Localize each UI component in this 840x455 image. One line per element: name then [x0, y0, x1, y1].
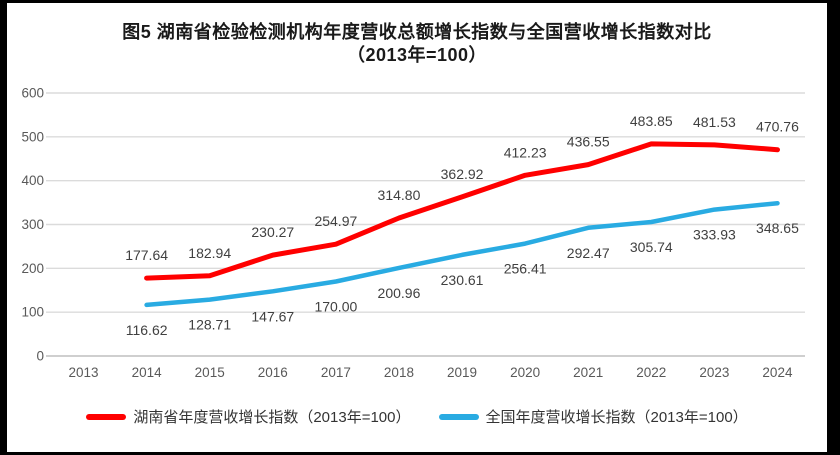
series-line-1 [144, 200, 780, 308]
legend-label: 全国年度营收增长指数（2013年=100） [485, 409, 748, 426]
chart-legend: 湖南省年度营收增长指数（2013年=100） 全国年度营收增长指数（2013年=… [7, 406, 827, 427]
data-label: 314.80 [378, 187, 421, 203]
x-tick-label: 2013 [69, 365, 99, 380]
data-label: 483.85 [630, 113, 673, 129]
data-label: 177.64 [125, 247, 168, 263]
y-tick-label: 400 [21, 173, 44, 188]
chart-title-line1: 图5 湖南省检验检测机构年度营收总额增长指数与全国营收增长指数对比 [122, 22, 712, 42]
chart-title: 图5 湖南省检验检测机构年度营收总额增长指数与全国营收增长指数对比 （2013年… [7, 21, 827, 67]
x-tick-label: 2017 [321, 365, 351, 380]
y-tick-label: 100 [21, 305, 44, 320]
x-tick-label: 2014 [132, 365, 163, 380]
chart-title-line2: （2013年=100） [346, 45, 488, 65]
y-tick-label: 500 [21, 129, 44, 144]
y-tick-label: 600 [21, 86, 44, 101]
data-label: 412.23 [504, 144, 547, 160]
data-label: 230.61 [441, 272, 484, 288]
data-label: 200.96 [378, 285, 421, 301]
x-tick-label: 2015 [195, 365, 225, 380]
data-label: 362.92 [441, 166, 484, 182]
data-label: 333.93 [693, 227, 736, 243]
legend-line-swatch-red [86, 413, 127, 420]
data-label: 170.00 [314, 298, 357, 314]
data-labels-series-0: 177.64 182.94 230.27 254.97 314.80 362.92 412.… [125, 113, 799, 263]
x-tick-label: 2018 [384, 365, 414, 380]
legend-label: 湖南省年度营收增长指数（2013年=100） [133, 409, 411, 426]
data-label: 147.67 [251, 308, 294, 324]
data-label: 436.55 [567, 134, 610, 150]
data-label: 305.74 [630, 239, 673, 255]
legend-item-national: 全国年度营收增长指数（2013年=100） [438, 406, 748, 427]
data-label: 254.97 [314, 213, 357, 229]
y-tick-label: 200 [21, 261, 44, 276]
x-tick-label: 2021 [573, 365, 603, 380]
x-tick-label: 2022 [636, 365, 666, 380]
data-label: 481.53 [693, 114, 736, 130]
y-tick-label: 0 [36, 349, 44, 364]
y-tick-label: 300 [21, 217, 44, 232]
data-label: 470.76 [756, 119, 799, 135]
gridlines [46, 92, 805, 357]
x-tick-label: 2023 [699, 365, 729, 380]
data-label: 230.27 [251, 224, 294, 240]
data-label: 128.71 [188, 317, 231, 333]
legend-line-swatch-blue [438, 413, 479, 420]
y-axis-tick-labels: 0 100 200 300 400 500 600 [21, 86, 44, 364]
series-line-0 [144, 141, 780, 281]
x-tick-label: 2016 [258, 365, 288, 380]
x-axis-tick-labels: 2013 2014 2015 2016 2017 2018 2019 2020 2021 2022… [69, 365, 793, 380]
data-label: 256.41 [504, 261, 547, 277]
x-tick-label: 2020 [510, 365, 540, 380]
data-label: 348.65 [756, 220, 799, 236]
data-label: 182.94 [188, 245, 231, 261]
data-label: 116.62 [126, 322, 168, 338]
data-labels-series-1: 116.62 128.71 147.67 170.00 200.96 230.61 256.… [126, 220, 799, 338]
x-tick-label: 2019 [447, 365, 477, 380]
legend-item-hunan: 湖南省年度营收增长指数（2013年=100） [86, 406, 411, 427]
data-label: 292.47 [567, 245, 610, 261]
x-tick-label: 2024 [762, 365, 793, 380]
